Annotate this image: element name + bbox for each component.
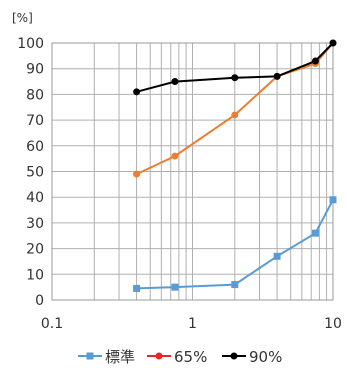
series-line — [136, 42, 334, 93]
legend-label: 標準 — [105, 348, 135, 366]
x-tick-label: 1 — [188, 316, 197, 332]
y-axis-unit: [%] — [12, 11, 33, 25]
legend-item-3: 90% — [222, 348, 282, 366]
y-tick-label: 0 — [35, 293, 44, 309]
data-point — [273, 72, 281, 80]
data-point — [273, 252, 281, 260]
legend-label: 65% — [174, 348, 207, 366]
data-point — [171, 283, 179, 291]
data-point — [133, 88, 141, 96]
legend-item-1: 標準 — [78, 348, 135, 366]
y-tick-label: 80 — [26, 87, 44, 103]
data-point — [133, 170, 141, 178]
data-point — [171, 152, 179, 160]
legend-swatch-marker — [230, 352, 238, 360]
data-point — [329, 39, 337, 47]
data-point — [329, 196, 337, 204]
legend-swatch-marker — [86, 352, 94, 360]
y-tick-label: 40 — [26, 190, 44, 206]
x-axis-ticks: 0.1 1 10 — [41, 316, 342, 332]
y-tick-label: 100 — [17, 36, 44, 52]
y-tick-label: 90 — [26, 62, 44, 78]
x-tick-label: 0.1 — [41, 316, 63, 332]
legend: 標準 65% 90% — [78, 348, 282, 366]
series-3 — [133, 39, 337, 96]
series-group — [133, 39, 337, 292]
data-point — [311, 229, 319, 237]
data-point — [231, 111, 239, 119]
data-point — [231, 74, 239, 82]
y-axis-ticks: 0 10 20 30 40 50 60 70 80 90 100 — [17, 36, 44, 309]
series-1 — [133, 196, 337, 292]
y-tick-label: 70 — [26, 113, 44, 129]
legend-label: 90% — [249, 348, 282, 366]
plot-frame — [51, 42, 334, 301]
legend-item-2: 65% — [147, 348, 207, 366]
x-tick-label: 10 — [324, 316, 342, 332]
data-point — [171, 78, 179, 86]
y-tick-label: 50 — [26, 165, 44, 181]
data-point — [311, 57, 319, 65]
series-line — [136, 199, 334, 290]
y-tick-label: 30 — [26, 216, 44, 232]
legend-swatch-marker — [155, 352, 163, 360]
y-tick-label: 60 — [26, 139, 44, 155]
grid — [51, 42, 334, 301]
data-point — [231, 281, 239, 289]
y-tick-label: 10 — [26, 267, 44, 283]
data-point — [133, 284, 141, 292]
y-tick-label: 20 — [26, 242, 44, 258]
